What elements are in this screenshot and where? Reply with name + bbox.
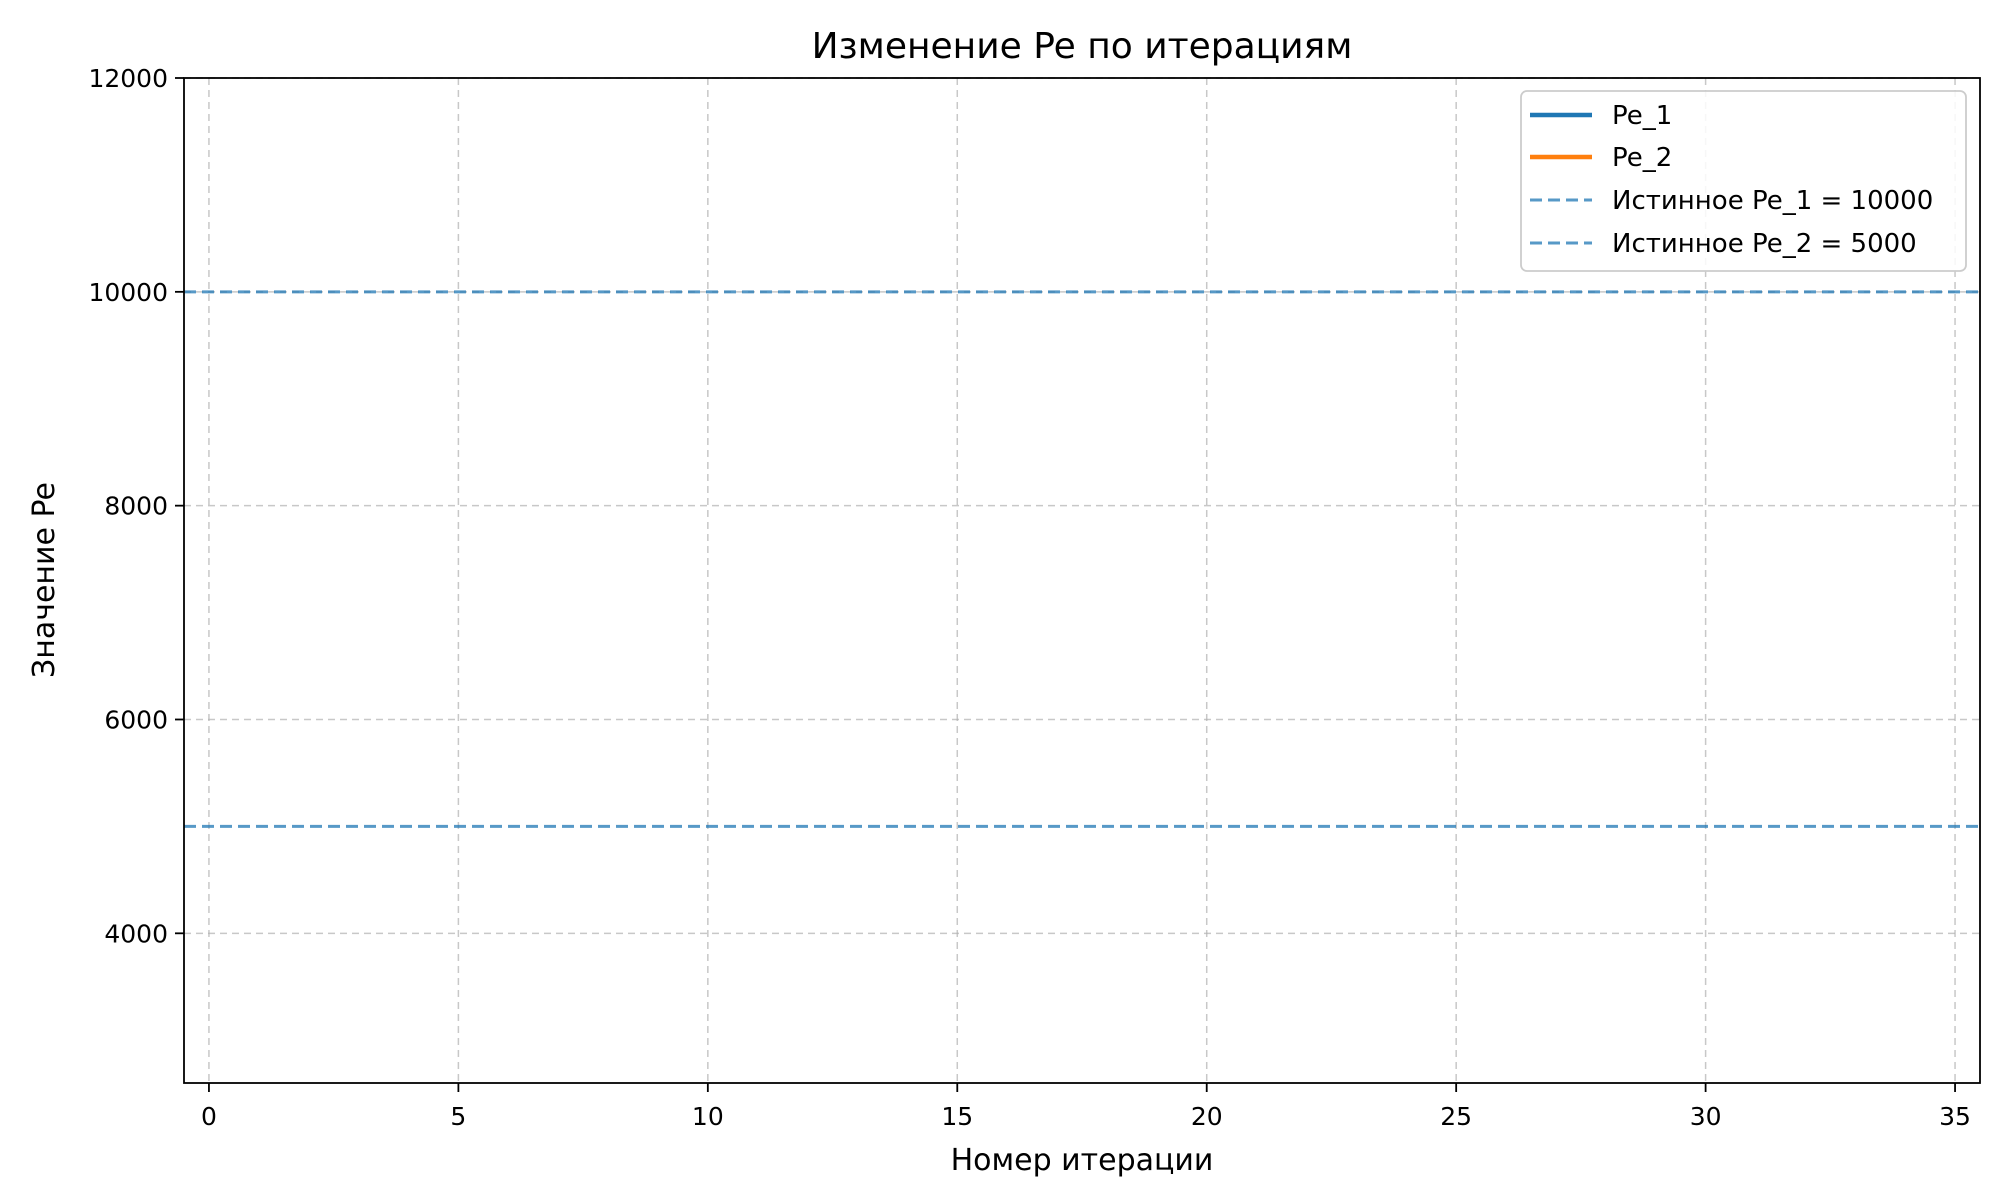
y-tick-label: 10000	[88, 278, 168, 307]
legend: Pe_1 Pe_2 Истинное Pe_1 = 10000 Истинное…	[1520, 90, 1967, 272]
y-tick-label: 4000	[104, 919, 168, 948]
x-axis-ticks: 0 5 10 15 20 25 30 35	[201, 1083, 1971, 1131]
x-tick-label: 10	[692, 1102, 724, 1131]
x-tick-label: 5	[450, 1102, 466, 1131]
reference-lines	[184, 290, 1980, 828]
x-axis-label: Номер итерации	[951, 1143, 1214, 1178]
y-axis-ticks: 4000 6000 8000 10000 12000	[88, 64, 184, 948]
legend-frame	[1520, 90, 1967, 272]
y-tick-label: 6000	[104, 705, 168, 734]
legend-label-pe2: Pe_2	[1612, 143, 1672, 173]
plot-frame	[183, 77, 1981, 1084]
legend-label-true-pe1: Истинное Pe_1 = 10000	[1612, 186, 1933, 216]
x-tick-label: 0	[201, 1102, 217, 1131]
legend-label-pe1: Pe_1	[1612, 101, 1672, 131]
y-axis-label: Значение Pe	[27, 482, 62, 678]
x-tick-label: 30	[1690, 1102, 1722, 1131]
legend-label-true-pe2: Истинное Pe_2 = 5000	[1612, 229, 1917, 259]
x-tick-label: 15	[941, 1102, 973, 1131]
x-tick-label: 35	[1939, 1102, 1971, 1131]
chart-title: Изменение Pe по итерациям	[812, 26, 1353, 67]
x-tick-label: 20	[1191, 1102, 1223, 1131]
y-tick-label: 12000	[88, 64, 168, 93]
x-tick-label: 25	[1440, 1102, 1472, 1131]
y-tick-label: 8000	[104, 492, 168, 521]
